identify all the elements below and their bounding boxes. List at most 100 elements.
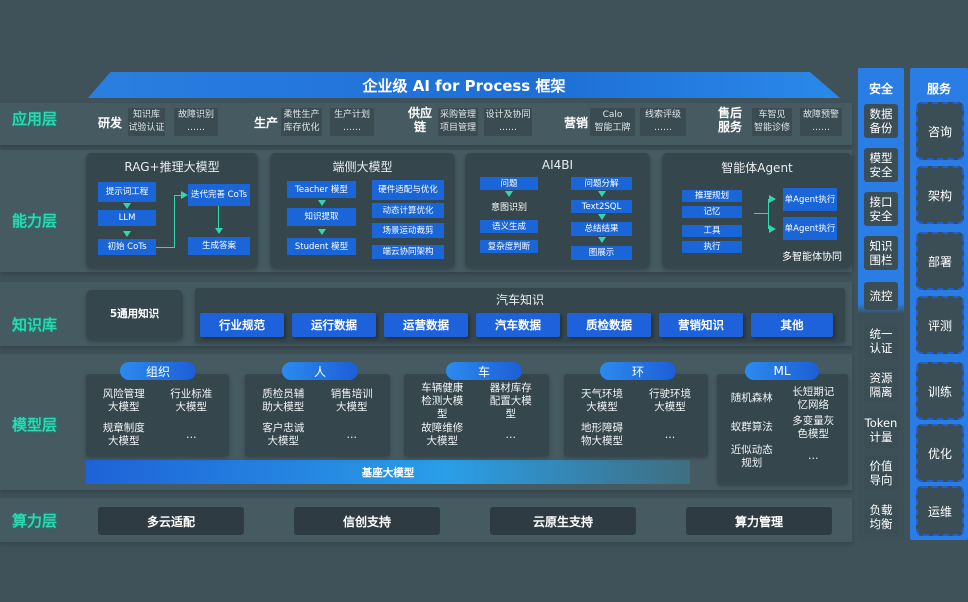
model-item: …: [505, 428, 517, 441]
app-item: 项目管理: [439, 123, 476, 133]
arrow-down-icon: [598, 191, 606, 197]
model-grid: 风险管理大模型 行业标准大模型 规章制度大模型…: [90, 384, 225, 452]
rag-panel: RAG+推理大模型 提示词工程 LLM 初始 CoTs 迭代完善 CoTs 生成…: [86, 153, 258, 268]
summary-box: 总结结果: [571, 222, 632, 236]
security-item: 统一认证: [864, 324, 898, 358]
security-item: 价值导向: [864, 456, 898, 490]
app-group-label: 研发: [97, 116, 122, 130]
knowledge-chip: 营销知识: [659, 313, 743, 337]
agent-panel: 智能体Agent 推理规划 记忆 工具 执行 单Agent执行 单Agent执行…: [662, 153, 852, 268]
model-item: …: [664, 428, 676, 441]
framework-title: 企业级 AI for Process 框架: [362, 76, 566, 95]
app-item-more: ……: [343, 123, 361, 133]
service-item: 架构: [916, 166, 964, 224]
security-item: 知识围栏: [864, 236, 898, 270]
app-item-box: 设计及协同 ……: [484, 108, 532, 136]
app-item-box: 采购管理 项目管理: [438, 108, 478, 136]
rag-llm-box: LLM: [98, 210, 156, 226]
security-column: 安全 数据备份 模型安全 接口安全 知识围栏 流控 统一认证 资源隔离 Token计量 价值导向…: [858, 68, 904, 540]
knowledge-extract-box: 知识提取: [287, 208, 356, 226]
security-item: 数据备份: [864, 104, 898, 138]
services-column: 服务 咨询 架构 部署 评测 训练 优化 运维: [910, 68, 968, 540]
model-item: 器材库存配置大模型: [489, 381, 532, 420]
model-grid: 随机森林 长短期记忆网络 蚁群算法 多变量灰色模型 近似动态规划…: [721, 384, 844, 471]
app-item-box: 车智见 智能诊修: [752, 108, 792, 136]
arrow-down-icon: [505, 191, 513, 197]
security-item: 流控: [864, 282, 898, 310]
rag-initial-cots-box: 初始 CoTs: [98, 239, 156, 255]
agent-title: 智能体Agent: [721, 161, 793, 175]
ai4bi-panel: AI4BI 问题 意图识别 语义生成 复杂度判断 问题分解 Text2SQL 总…: [465, 153, 650, 268]
model-item: …: [346, 428, 358, 441]
intent-recognition-text: 意图识别: [490, 203, 527, 213]
service-item: 部署: [916, 232, 964, 290]
model-item: 故障维修大模型: [421, 422, 464, 447]
service-item: 运维: [916, 486, 964, 536]
layer-label-model: 模型层: [12, 416, 58, 434]
framework-title-banner: 企业级 AI for Process 框架: [88, 72, 840, 98]
arrow-down-icon: [123, 203, 131, 209]
app-item-box: Calo 智能工牌: [590, 108, 635, 136]
app-item: 故障预警: [802, 110, 839, 120]
app-item: 试验认证: [128, 123, 165, 133]
model-item: 近似动态规划: [730, 443, 773, 469]
app-item-box: 线索评级 ……: [640, 108, 686, 136]
app-item: 采购管理: [439, 110, 476, 120]
model-item: 随机森林: [730, 392, 773, 404]
service-item: 评测: [916, 296, 964, 354]
single-agent-box: 单Agent执行: [783, 188, 837, 211]
app-item: 车智见: [758, 110, 786, 120]
model-group-pill: 人: [282, 362, 358, 380]
teacher-model-box: Teacher 模型: [287, 181, 356, 198]
arrow-down-icon: [318, 200, 326, 206]
services-title: 服务: [926, 82, 951, 96]
layer-label-knowledge: 知识库: [12, 316, 58, 334]
student-model-box: Student 模型: [287, 238, 356, 255]
model-group-panel: [717, 374, 848, 484]
arrow-down-icon: [598, 214, 606, 220]
security-item: Token计量: [864, 412, 898, 448]
arrow-right-icon: [181, 191, 188, 199]
knowledge-chip: 运行数据: [292, 313, 376, 337]
multi-agent-caption: 多智能体协同: [782, 252, 842, 263]
base-model-bar: 基座大模型: [86, 460, 690, 484]
agent-memory-box: 记忆: [682, 206, 742, 218]
knowledge-chip: 运营数据: [384, 313, 468, 337]
app-item: 知识库: [132, 110, 160, 120]
model-group-panel: [404, 374, 549, 456]
security-title: 安全: [868, 82, 893, 96]
model-grid: 天气环境大模型 行驶环境大模型 地形障碍物大模型…: [568, 384, 704, 452]
connector-line: [218, 206, 219, 228]
knowledge-chip: 质检数据: [567, 313, 651, 337]
knowledge-chip: 行业规范: [200, 313, 284, 337]
security-item: 接口安全: [864, 192, 898, 226]
app-item-box: 知识库 试验认证: [128, 108, 165, 136]
app-item-more: ……: [187, 123, 205, 133]
knowledge-chip: 其他: [751, 313, 833, 337]
arrow-right-icon: [769, 195, 776, 203]
model-item: …: [186, 428, 197, 441]
semantic-gen-box: 语义生成: [480, 220, 538, 233]
arrow-down-icon: [598, 237, 606, 243]
general-knowledge-box: 5通用知识: [86, 290, 183, 340]
app-item: 设计及协同: [485, 110, 531, 120]
agent-exec-box: 执行: [682, 241, 742, 253]
compute-box: 云原生支持: [490, 507, 636, 535]
model-group-panel: [564, 374, 708, 456]
model-grid: 质检员辅助大模型 销售培训大模型 客户忠诚大模型…: [249, 384, 386, 452]
model-grid: 车辆健康检测大模型 器材库存配置大模型 故障维修大模型…: [408, 381, 545, 452]
model-item: 长短期记忆网络: [792, 385, 835, 411]
model-item: 销售培训大模型: [330, 388, 373, 413]
edge-model-panel: 端侧大模型 Teacher 模型 知识提取 Student 模型 硬件适配与优化…: [270, 153, 455, 268]
app-item: 线索评级: [644, 110, 681, 120]
app-item: Calo: [602, 110, 623, 120]
app-item-more: ……: [654, 123, 672, 133]
agent-tool-box: 工具: [682, 225, 742, 237]
ai4bi-question-box: 问题: [480, 177, 538, 190]
rag-title: RAG+推理大模型: [124, 160, 220, 174]
layer-label-compute: 算力层: [12, 512, 58, 530]
arrow-right-icon: [769, 225, 776, 233]
app-item: 智能诊修: [753, 123, 790, 133]
edge-feature-box: 场景运动裁剪: [372, 223, 444, 238]
app-item: 故障识别: [177, 110, 214, 120]
